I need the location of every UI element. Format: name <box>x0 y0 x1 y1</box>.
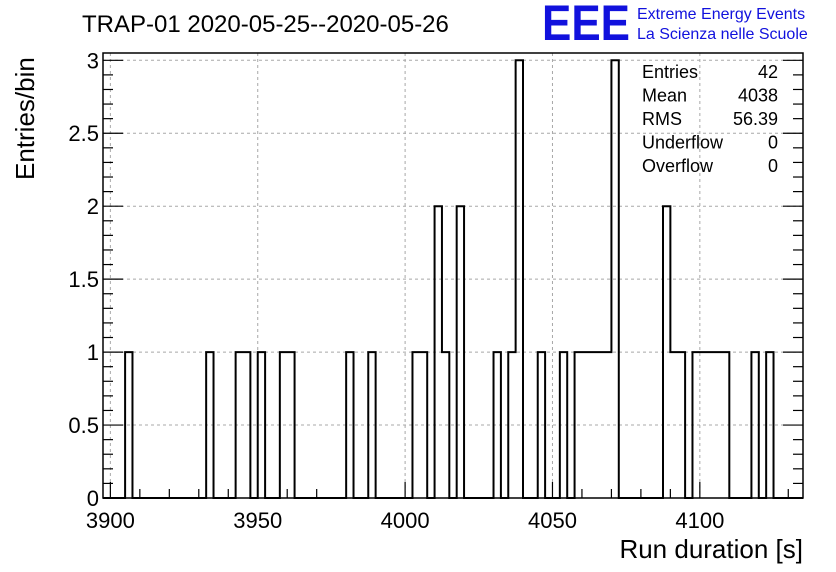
histogram-outline <box>103 59 803 499</box>
axis-ticks <box>103 59 803 499</box>
eee-logo-mark: EEE <box>542 0 630 51</box>
stat-label: Underflow <box>642 133 724 153</box>
y-tick-label: 1.5 <box>68 267 99 292</box>
stat-value: 42 <box>758 62 778 82</box>
grid-lines <box>103 53 803 498</box>
stat-value: 0 <box>768 156 778 176</box>
stat-label: RMS <box>642 109 682 129</box>
chart-title: TRAP-01 2020-05-25--2020-05-26 <box>82 11 449 38</box>
x-tick-label: 4100 <box>675 508 724 533</box>
stat-value: 4038 <box>738 86 778 106</box>
stat-value: 0 <box>768 133 778 153</box>
y-tick-label: 0 <box>87 486 99 511</box>
x-tick-label: 3900 <box>86 508 135 533</box>
logo-line-1: Extreme Energy Events <box>637 6 805 23</box>
x-tick-label: 3950 <box>233 508 282 533</box>
y-axis-label: Entries/bin <box>10 57 40 180</box>
y-tick-label: 2.5 <box>68 121 99 146</box>
y-tick-labels: 0 0.5 1 1.5 2 2.5 3 <box>68 48 99 511</box>
y-tick-label: 3 <box>87 48 99 73</box>
stat-label: Overflow <box>642 156 714 176</box>
histogram-bars <box>103 59 803 499</box>
y-tick-label: 2 <box>87 194 99 219</box>
stat-label: Entries <box>642 62 698 82</box>
x-tick-label: 4050 <box>528 508 577 533</box>
logo-line-2: La Scienza nelle Scuole <box>637 26 808 43</box>
stat-value: 56.39 <box>733 109 778 129</box>
x-axis-label: Run duration [s] <box>619 534 803 564</box>
x-tick-labels: 3900 3950 4000 4050 4100 <box>86 508 724 533</box>
y-tick-label: 0.5 <box>68 413 99 438</box>
y-tick-label: 1 <box>87 340 99 365</box>
x-tick-label: 4000 <box>381 508 430 533</box>
plot-frame <box>102 52 804 499</box>
eee-logo: EEE Extreme Energy Events La Scienza nel… <box>542 0 808 51</box>
stats-box: Entries 42 Mean 4038 RMS 56.39 Underflow 0 Overf… <box>642 62 778 176</box>
stat-label: Mean <box>642 86 687 106</box>
